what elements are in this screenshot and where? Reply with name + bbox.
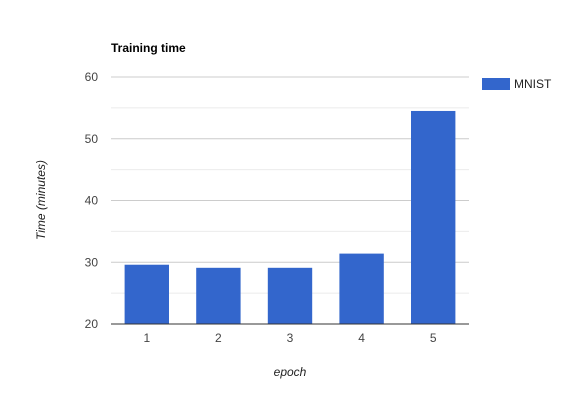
y-tick-label: 40 [85,194,99,208]
y-tick-label: 50 [85,132,99,146]
y-tick-label: 20 [85,317,99,331]
y-axis-ticks: 20 30 40 50 60 [85,70,99,331]
bar-3[interactable] [267,267,313,324]
gridlines [111,76,469,325]
x-tick-label: 1 [143,331,150,345]
legend-swatch-mnist [482,78,510,90]
y-tick-label: 60 [85,70,99,84]
bar-5[interactable] [411,110,456,325]
x-tick-label: 5 [430,331,437,345]
bar-2[interactable] [196,267,241,324]
bar-4[interactable] [339,253,384,324]
x-tick-label: 2 [215,331,222,345]
bar-1[interactable] [124,264,169,324]
legend-label-mnist: MNIST [514,77,552,91]
x-tick-label: 3 [287,331,294,345]
chart-title: Training time [111,41,186,55]
y-tick-label: 30 [85,255,99,269]
x-axis-ticks: 1 2 3 4 5 [143,331,436,345]
legend: MNIST [482,77,552,91]
x-tick-label: 4 [358,331,365,345]
y-axis-label: Time (minutes) [34,160,48,240]
bars [124,110,456,325]
x-axis-label: epoch [274,365,307,379]
